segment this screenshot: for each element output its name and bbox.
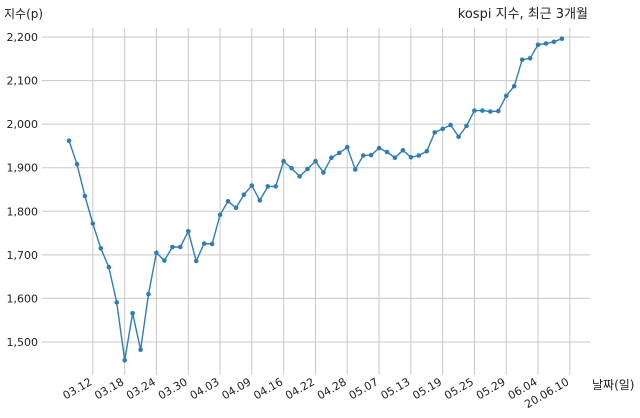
data-point xyxy=(488,109,493,114)
data-point xyxy=(257,198,263,203)
x-tick-label: 05.29 xyxy=(474,375,508,402)
x-tick-label: 05.13 xyxy=(379,375,413,402)
x-tick-label: 04.28 xyxy=(315,375,349,402)
x-tick-label: 03.24 xyxy=(124,375,158,402)
data-point xyxy=(186,229,191,234)
data-point xyxy=(217,212,223,218)
data-point xyxy=(448,122,453,128)
data-point xyxy=(321,170,326,175)
x-tick-label: 04.03 xyxy=(188,375,222,402)
data-point xyxy=(209,241,215,247)
x-tick-label: 05.19 xyxy=(410,375,444,402)
data-point xyxy=(265,184,271,189)
y-tick-label: 2,000 xyxy=(7,118,39,131)
data-point xyxy=(74,161,80,167)
x-tick-label: 03.12 xyxy=(61,375,95,402)
data-point xyxy=(408,155,414,160)
x-tick-label: 05.07 xyxy=(347,375,381,402)
data-point xyxy=(201,241,207,246)
data-point xyxy=(233,205,239,211)
data-point xyxy=(329,155,334,160)
data-point xyxy=(138,347,143,353)
y-tick-label: 2,200 xyxy=(7,31,39,44)
data-point xyxy=(193,258,199,264)
data-point xyxy=(305,166,310,172)
data-point xyxy=(535,42,541,48)
data-point xyxy=(511,83,517,89)
data-point xyxy=(337,150,342,156)
x-tick-label: 03.18 xyxy=(92,375,126,402)
data-point xyxy=(519,57,525,62)
data-point xyxy=(297,174,302,179)
data-point xyxy=(440,126,446,132)
y-tick-label: 1,500 xyxy=(7,336,39,349)
chart-title: kospi 지수, 최근 3개월 xyxy=(458,7,588,22)
data-point xyxy=(225,199,231,204)
data-point xyxy=(106,264,112,270)
y-tick-label: 2,100 xyxy=(7,75,39,88)
data-point xyxy=(559,36,565,41)
data-point xyxy=(551,39,557,45)
data-point xyxy=(376,145,382,151)
data-point xyxy=(345,144,350,150)
data-point xyxy=(527,56,533,61)
data-point xyxy=(122,358,127,363)
data-point xyxy=(241,192,247,197)
data-point xyxy=(480,108,485,113)
x-tick-label: 04.22 xyxy=(283,375,317,402)
y-axis-ticks: 1,500 1,600 1,700 1,800 1,900 2,000 2,100 2,200 xyxy=(7,31,39,349)
data-point xyxy=(178,244,183,250)
series-points xyxy=(66,36,565,363)
data-point xyxy=(162,258,167,263)
x-tick-label: 04.09 xyxy=(220,375,254,402)
data-point xyxy=(352,167,358,172)
data-point xyxy=(464,123,469,129)
data-point xyxy=(98,246,104,251)
data-point xyxy=(170,244,175,250)
x-axis-ticks: 03.1203.1803.2403.3004.0304.0904.1604.22… xyxy=(61,375,572,411)
data-point xyxy=(66,138,72,143)
data-point xyxy=(360,153,366,158)
data-point xyxy=(432,130,438,135)
data-point xyxy=(273,184,279,189)
data-point xyxy=(146,291,151,297)
x-axis-label: 날짜(일) xyxy=(592,378,634,392)
data-point xyxy=(82,193,88,199)
data-point xyxy=(114,300,119,305)
x-tick-label: 04.16 xyxy=(251,375,285,402)
x-tick-label: 05.25 xyxy=(442,375,476,402)
data-point xyxy=(424,148,430,154)
x-tick-label: 03.30 xyxy=(156,375,190,402)
data-point xyxy=(154,250,159,255)
data-point xyxy=(289,165,294,171)
data-point xyxy=(313,158,318,164)
data-point xyxy=(400,148,406,153)
y-axis-label: 지수(p) xyxy=(4,7,43,21)
data-point xyxy=(90,221,96,226)
data-point xyxy=(416,153,422,158)
y-tick-label: 1,700 xyxy=(7,249,39,262)
data-point xyxy=(130,310,135,316)
data-point xyxy=(504,93,509,99)
y-tick-label: 1,800 xyxy=(7,205,39,218)
data-point xyxy=(368,152,374,158)
data-point xyxy=(456,134,461,140)
data-point xyxy=(249,183,255,188)
y-tick-label: 1,600 xyxy=(7,292,39,305)
data-point xyxy=(543,41,549,46)
y-tick-label: 1,900 xyxy=(7,162,39,175)
grid-lines xyxy=(42,28,590,375)
data-point xyxy=(384,149,390,155)
data-point xyxy=(472,108,477,113)
data-point xyxy=(496,108,501,114)
data-point xyxy=(392,155,398,160)
data-point xyxy=(281,158,286,164)
